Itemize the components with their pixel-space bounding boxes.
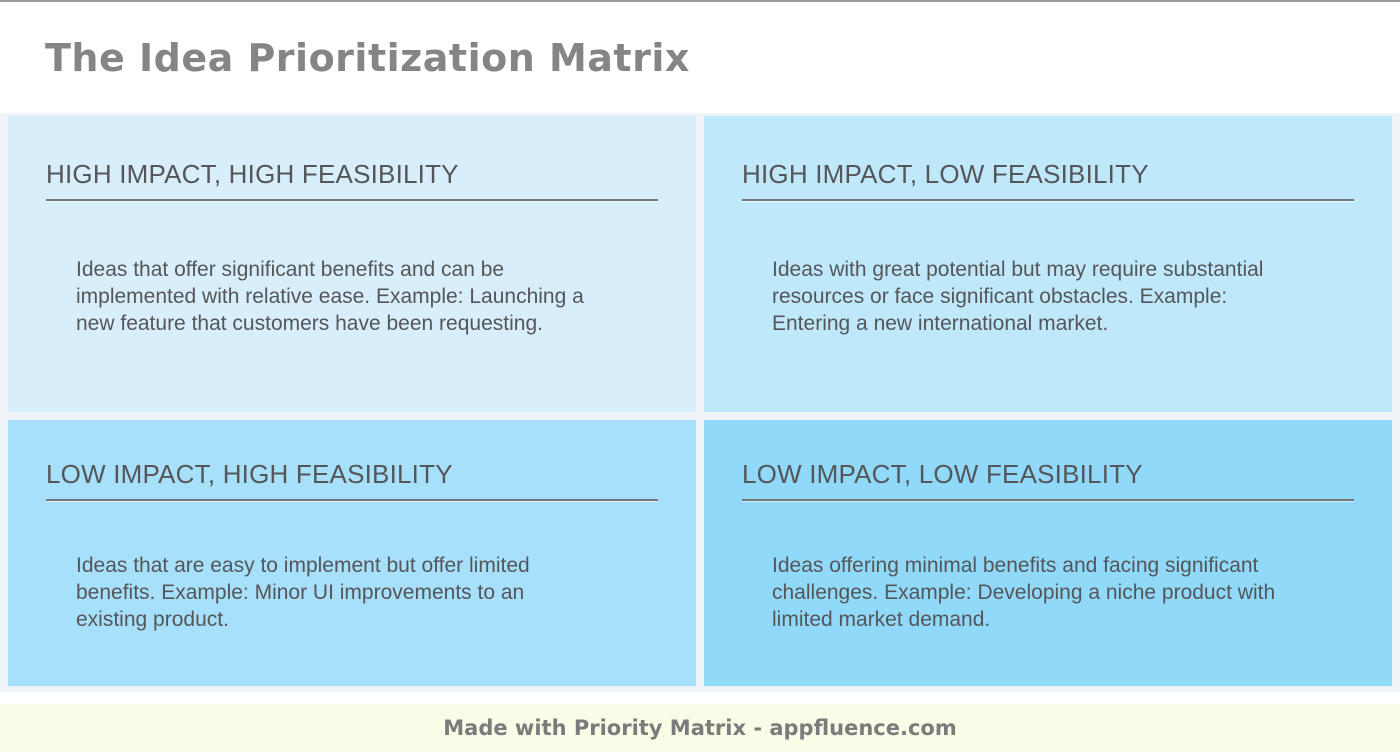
footer-credit-text: Made with Priority Matrix - appfluence.c… <box>443 716 957 740</box>
quadrant-description: Ideas with great potential but may requi… <box>772 257 1264 335</box>
header: The Idea Prioritization Matrix <box>0 2 1400 113</box>
quadrant-low-impact-low-feasibility: LOW IMPACT, LOW FEASIBILITY Ideas offeri… <box>704 420 1392 686</box>
quadrant-title-underline <box>46 498 658 502</box>
quadrant-title: LOW IMPACT, LOW FEASIBILITY <box>742 459 1143 489</box>
quadrant-title-underline <box>742 498 1354 502</box>
quadrant-title: HIGH IMPACT, LOW FEASIBILITY <box>742 159 1149 189</box>
quadrant-high-impact-high-feasibility: HIGH IMPACT, HIGH FEASIBILITY Ideas that… <box>8 116 696 412</box>
quadrant-description: Ideas that are easy to implement but off… <box>76 553 530 631</box>
page-title: The Idea Prioritization Matrix <box>45 35 690 80</box>
footer: Made with Priority Matrix - appfluence.c… <box>0 704 1400 752</box>
quadrant-description: Ideas that offer significant benefits an… <box>76 257 584 335</box>
quadrant-title-underline <box>742 198 1354 202</box>
quadrant-description: Ideas offering minimal benefits and faci… <box>772 553 1276 631</box>
quadrant-title-underline <box>46 198 658 202</box>
quadrant-grid: HIGH IMPACT, HIGH FEASIBILITY Ideas that… <box>0 113 1400 692</box>
quadrant-title: HIGH IMPACT, HIGH FEASIBILITY <box>46 159 459 189</box>
quadrant-title: LOW IMPACT, HIGH FEASIBILITY <box>46 459 453 489</box>
quadrant-low-impact-high-feasibility: LOW IMPACT, HIGH FEASIBILITY Ideas that … <box>8 420 696 686</box>
quadrant-high-impact-low-feasibility: HIGH IMPACT, LOW FEASIBILITY Ideas with … <box>704 116 1392 412</box>
